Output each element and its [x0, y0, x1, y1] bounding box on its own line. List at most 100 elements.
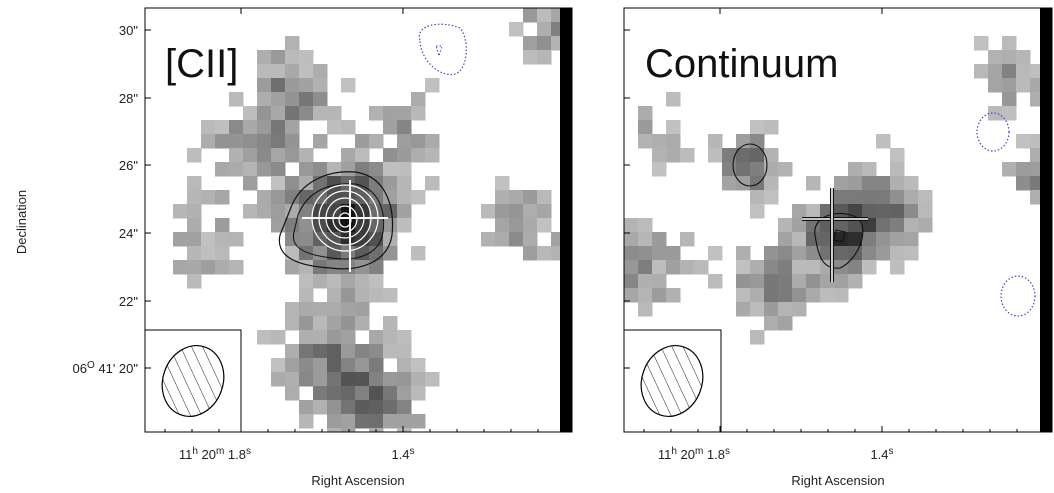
map-pixel: [383, 316, 398, 331]
map-pixel: [383, 330, 398, 345]
map-pixel: [848, 260, 863, 275]
map-pixel: [313, 162, 328, 177]
map-pixel: [1030, 148, 1040, 163]
map-pixel: [509, 190, 524, 205]
map-pixel: [876, 246, 891, 261]
tick-text: 11: [658, 447, 672, 462]
map-pixel: [764, 176, 779, 191]
map-pixel: [652, 260, 667, 275]
map-pixel: [694, 260, 709, 275]
map-pixel: [243, 204, 258, 219]
map-pixel: [792, 302, 807, 317]
map-pixel: [666, 120, 681, 135]
map-pixel: [862, 190, 877, 205]
map-pixel: [313, 400, 328, 415]
map-pixel: [369, 106, 384, 121]
tick-label: 1.4s: [870, 446, 893, 463]
map-pixel: [173, 204, 188, 219]
map-pixel: [341, 414, 356, 429]
intensity-map: [173, 8, 560, 432]
map-pixel: [313, 330, 328, 345]
map-pixel: [299, 148, 314, 163]
tick-sup: s: [410, 446, 415, 457]
map-pixel: [257, 106, 272, 121]
map-pixel: [1002, 64, 1017, 79]
map-pixel: [355, 148, 370, 163]
map-pixel: [918, 190, 933, 205]
map-pixel: [201, 120, 216, 135]
map-pixel: [680, 232, 695, 247]
map-pixel: [327, 414, 342, 429]
map-pixel: [397, 204, 412, 219]
map-pixel: [638, 106, 653, 121]
map-pixel: [299, 414, 314, 429]
map-pixel: [341, 288, 356, 303]
map-pixel: [383, 386, 398, 401]
map-pixel: [806, 176, 821, 191]
map-pixel: [299, 50, 314, 65]
map-pixel: [778, 218, 793, 233]
map-pixel: [876, 204, 891, 219]
map-pixel: [425, 78, 440, 93]
map-pixel: [890, 162, 905, 177]
map-pixel: [341, 386, 356, 401]
map-pixel: [313, 78, 328, 93]
tick-label: 06O 41' 20": [73, 360, 139, 377]
map-pixel: [481, 204, 496, 219]
map-pixel: [1016, 50, 1031, 65]
map-pixel: [792, 246, 807, 261]
tick-sup: m: [216, 446, 224, 457]
map-pixel: [383, 204, 398, 219]
map-pixel: [792, 232, 807, 247]
map-pixel: [764, 148, 779, 163]
tick-sup: h: [671, 446, 677, 457]
map-pixel: [369, 386, 384, 401]
map-pixel: [299, 274, 314, 289]
map-pixel: [551, 22, 560, 37]
map-pixel: [1016, 64, 1031, 79]
map-pixel: [1016, 176, 1031, 191]
map-pixel: [988, 64, 1003, 79]
map-pixel: [890, 246, 905, 261]
map-pixel: [187, 218, 202, 233]
map-pixel: [425, 148, 440, 163]
map-pixel: [764, 316, 779, 331]
map-pixel: [173, 232, 188, 247]
map-pixel: [666, 148, 681, 163]
map-pixel: [299, 64, 314, 79]
map-pixel: [187, 176, 202, 191]
map-pixel: [341, 302, 356, 317]
map-pixel: [383, 344, 398, 359]
edge-bar: [560, 8, 572, 432]
map-pixel: [285, 344, 300, 359]
tick-label: 28": [119, 91, 138, 106]
map-pixel: [341, 372, 356, 387]
map-pixel: [397, 372, 412, 387]
map-pixel: [327, 372, 342, 387]
map-pixel: [778, 316, 793, 331]
map-pixel: [397, 176, 412, 191]
map-pixel: [722, 176, 737, 191]
panel-label: [CII]: [165, 42, 238, 86]
map-pixel: [285, 302, 300, 317]
map-pixel: [397, 218, 412, 233]
map-pixel: [638, 288, 653, 303]
map-pixel: [299, 330, 314, 345]
map-pixel: [299, 358, 314, 373]
map-pixel: [355, 386, 370, 401]
map-pixel: [764, 274, 779, 289]
map-pixel: [666, 134, 681, 149]
map-pixel: [624, 218, 639, 233]
map-pixel: [299, 260, 314, 275]
map-pixel: [201, 134, 216, 149]
map-pixel: [736, 176, 751, 191]
map-pixel: [355, 302, 370, 317]
map-pixel: [523, 218, 538, 233]
map-pixel: [638, 134, 653, 149]
map-pixel: [918, 204, 933, 219]
map-pixel: [327, 344, 342, 359]
map-pixel: [750, 302, 765, 317]
map-pixel: [229, 92, 244, 107]
map-pixel: [299, 218, 314, 233]
map-pixel: [764, 190, 779, 205]
